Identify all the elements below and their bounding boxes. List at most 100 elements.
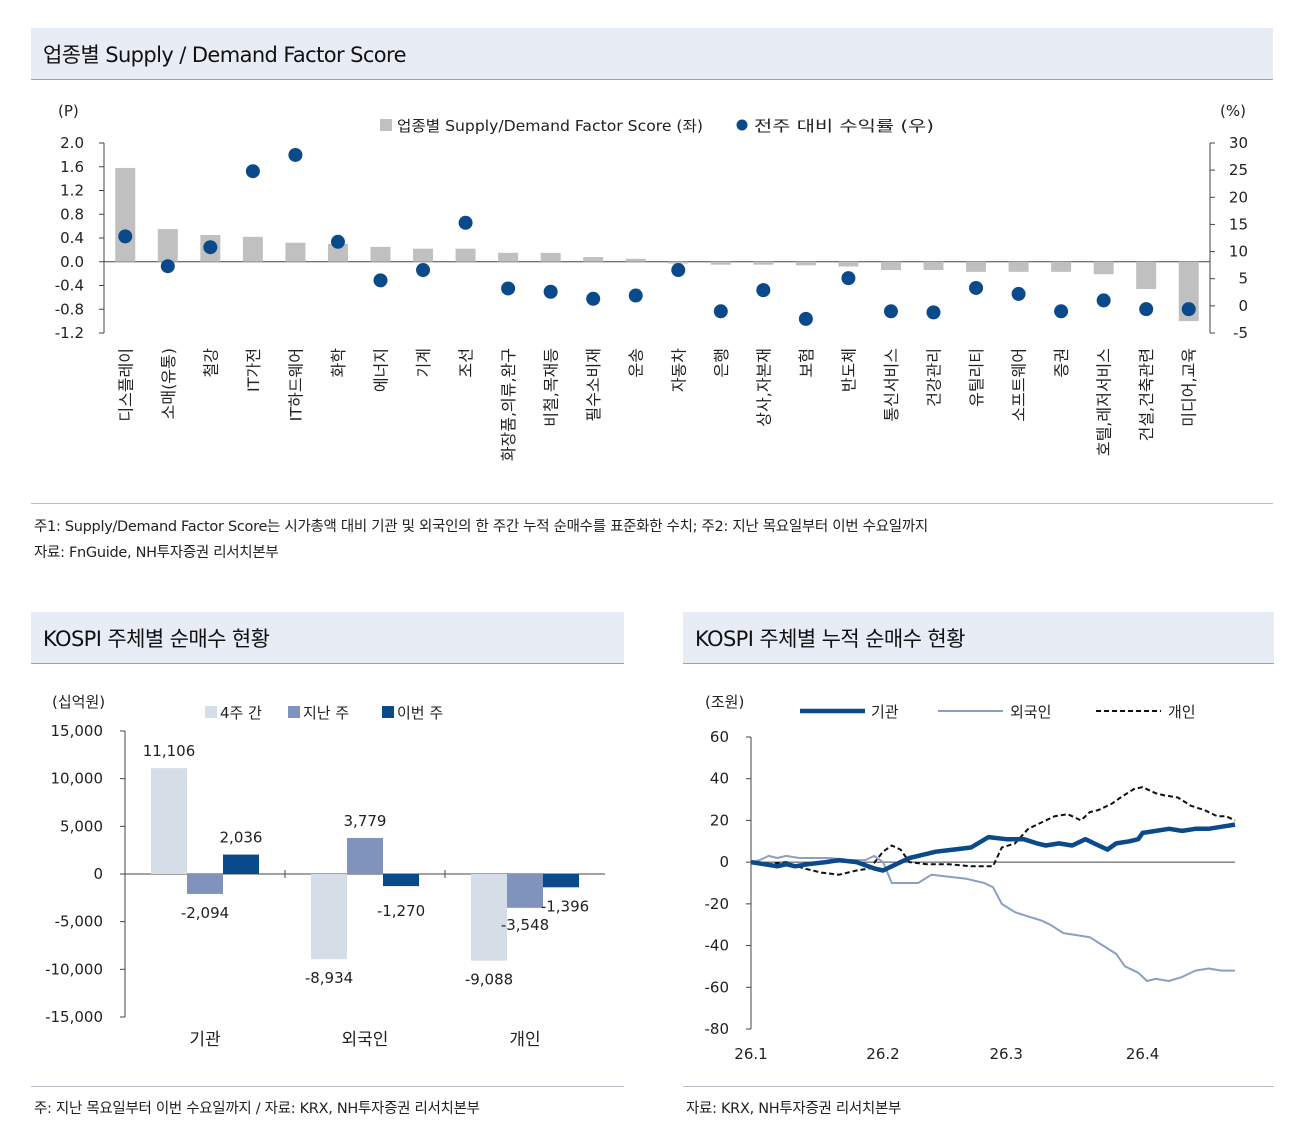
category-label: 소프트웨어 bbox=[1010, 348, 1029, 422]
net-buy-y-tick-label: -15,000 bbox=[45, 1008, 103, 1026]
top-panel-note-1: 주1: Supply/Demand Factor Score는 시가총액 대비 … bbox=[34, 519, 928, 535]
right-y-tick-label: 25 bbox=[1229, 161, 1248, 179]
net-buy-data-label: 2,036 bbox=[220, 829, 263, 847]
category-label: 증권 bbox=[1052, 348, 1071, 377]
left-panel-note: 주: 지난 목요일부터 이번 수요일까지 / 자료: KRX, NH투자증권 리… bbox=[34, 1101, 480, 1117]
score-bar bbox=[157, 229, 178, 262]
return-dot bbox=[543, 284, 558, 299]
return-dot bbox=[1011, 286, 1026, 301]
category-label: 반도체 bbox=[839, 348, 858, 392]
left-axis-unit: (P) bbox=[58, 102, 79, 120]
cumulative-y-tick-label: 40 bbox=[710, 770, 729, 788]
left-panel-title: KOSPI 주체별 순매수 현황 bbox=[31, 612, 624, 664]
legend-individual-label: 개인 bbox=[1168, 703, 1196, 721]
score-bar bbox=[455, 248, 476, 262]
score-bar bbox=[625, 258, 646, 262]
return-dot bbox=[245, 164, 260, 179]
category-label: IT가전 bbox=[244, 348, 263, 392]
net-buy-bar bbox=[383, 874, 419, 887]
cumulative-y-tick-label: 0 bbox=[719, 853, 729, 871]
score-bar bbox=[1093, 261, 1114, 275]
category-label: 건강관리 bbox=[925, 348, 944, 407]
category-label: 건설,건축관련 bbox=[1137, 348, 1156, 441]
return-dot bbox=[501, 281, 516, 296]
left-y-tick-label: -0.8 bbox=[55, 300, 84, 318]
cumulative-y-tick-label: -40 bbox=[705, 937, 730, 955]
return-dot bbox=[756, 283, 771, 298]
sector-score-axes: 2.0 1.6 1.2 0.8 0.4 0.0 -0.4 -0.8 -1.2 30 25 20 15 10… bbox=[55, 134, 1248, 342]
return-dot bbox=[713, 304, 728, 319]
legend-thisweek-swatch bbox=[382, 706, 394, 718]
left-y-tick-label: 0.4 bbox=[60, 229, 84, 247]
cumulative-unit: (조원) bbox=[705, 693, 744, 711]
legend-foreigner-label: 외국인 bbox=[1010, 703, 1051, 721]
top-panel-rule bbox=[31, 503, 1273, 504]
left-y-tick-label: 0.8 bbox=[60, 205, 84, 223]
category-label: 운송 bbox=[627, 348, 646, 377]
score-bar bbox=[668, 261, 689, 264]
cumulative-y-tick-label: -80 bbox=[705, 1020, 730, 1038]
net-buy-y-tick-label: 0 bbox=[93, 865, 103, 883]
net-buy-data-label: -9,088 bbox=[465, 971, 513, 989]
net-buy-category-label: 외국인 bbox=[342, 1030, 389, 1050]
score-bar bbox=[327, 243, 348, 262]
legend-lastweek-label: 지난 주 bbox=[303, 704, 349, 722]
cumulative-y-tick-label: -20 bbox=[705, 895, 730, 913]
category-label: 에너지 bbox=[372, 348, 391, 392]
net-buy-data-label: -8,934 bbox=[305, 969, 353, 987]
top-panel-note-2: 자료: FnGuide, NH투자증권 리서치본부 bbox=[34, 545, 279, 561]
top-panel-title: 업종별 Supply / Demand Factor Score bbox=[31, 28, 1273, 80]
category-label: 필수소비재 bbox=[584, 348, 603, 422]
net-buy-bar bbox=[471, 874, 507, 961]
right-panel-rule bbox=[683, 1086, 1274, 1087]
right-y-tick-label: 15 bbox=[1229, 215, 1248, 233]
category-label: 호텔,레저서비스 bbox=[1095, 348, 1114, 456]
legend-lastweek-swatch bbox=[288, 706, 300, 718]
score-bar bbox=[498, 252, 519, 262]
net-buy-data-label: -2,094 bbox=[181, 904, 229, 922]
category-label: 은행 bbox=[712, 348, 731, 377]
return-dot bbox=[118, 229, 133, 244]
net-buy-bar bbox=[223, 854, 259, 874]
return-dot bbox=[203, 240, 218, 255]
category-label: 통신서비스 bbox=[882, 348, 901, 422]
category-label: 화학 bbox=[329, 348, 348, 378]
cumulative-y-tick-label: -60 bbox=[705, 978, 730, 996]
score-bar bbox=[583, 257, 604, 262]
net-buy-bar bbox=[151, 768, 187, 874]
net-buy-data-label: -1,396 bbox=[541, 897, 589, 915]
net-buy-data-label: -1,270 bbox=[377, 902, 425, 920]
right-y-tick-label: 20 bbox=[1229, 188, 1248, 206]
net-buy-bars bbox=[151, 768, 579, 961]
left-panel-title-text: KOSPI 주체별 순매수 현황 bbox=[43, 626, 270, 651]
category-label: 조선 bbox=[457, 348, 476, 377]
left-y-tick-label: 1.2 bbox=[60, 182, 84, 200]
category-label: 유틸리티 bbox=[967, 348, 986, 407]
category-label: 자동차 bbox=[669, 348, 688, 392]
legend-4week-label: 4주 간 bbox=[220, 704, 262, 722]
net-buy-data-label: 3,779 bbox=[344, 812, 387, 830]
score-bar bbox=[795, 261, 816, 266]
return-dot bbox=[883, 304, 898, 319]
sector-score-chart: 2.0 1.6 1.2 0.8 0.4 0.0 -0.4 -0.8 -1.2 30 25 20 15 10… bbox=[55, 102, 1248, 461]
right-y-tick-label: 0 bbox=[1238, 297, 1248, 315]
return-dot bbox=[458, 215, 473, 230]
legend-bar-swatch bbox=[380, 119, 392, 131]
score-bar bbox=[1008, 261, 1029, 272]
category-label: 기계 bbox=[414, 348, 433, 377]
cumulative-y-tick-label: 60 bbox=[710, 728, 729, 746]
cumulative-line-institution bbox=[750, 822, 1236, 873]
net-buy-axes: 15,000 10,000 5,000 0 -5,000 -10,000 -15,000 기관… bbox=[45, 722, 605, 1050]
net-buy-chart: 15,000 10,000 5,000 0 -5,000 -10,000 -15,000 기관… bbox=[45, 693, 605, 1050]
score-bar bbox=[1051, 261, 1072, 272]
left-y-tick-label: 0.0 bbox=[60, 253, 84, 271]
left-y-tick-label: 2.0 bbox=[60, 134, 84, 152]
net-buy-category-label: 개인 bbox=[509, 1030, 540, 1050]
return-dot bbox=[926, 305, 941, 320]
net-buy-y-tick-label: 10,000 bbox=[51, 770, 104, 788]
cumulative-x-tick-label: 26.2 bbox=[866, 1045, 899, 1063]
score-bar bbox=[242, 236, 263, 262]
net-buy-bar bbox=[347, 837, 383, 874]
score-bar bbox=[540, 252, 561, 262]
